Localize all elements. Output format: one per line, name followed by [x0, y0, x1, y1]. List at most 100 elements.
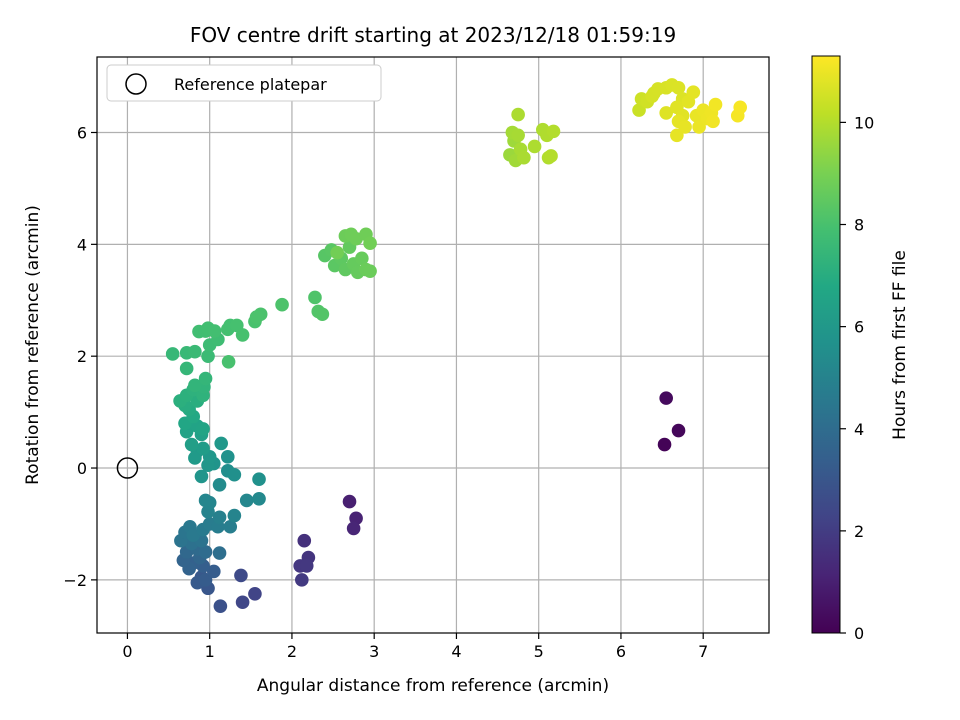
legend-marker-reference — [125, 73, 147, 95]
data-point — [239, 493, 254, 508]
data-point — [511, 107, 525, 122]
data-point — [198, 493, 213, 508]
reference-platepar-marker — [116, 457, 139, 479]
data-point — [308, 290, 322, 305]
data-point — [295, 573, 309, 587]
plot-area-frame — [96, 56, 770, 634]
colorbar: 0 2 4 6 8 10 Hours from first FF file — [811, 55, 910, 643]
data-point — [511, 128, 525, 143]
data-point — [346, 521, 361, 536]
colorbar-tick-label: 0 — [854, 624, 864, 643]
y-tick-label: −2 — [63, 571, 87, 590]
data-point — [234, 568, 248, 583]
data-point — [201, 349, 215, 363]
data-point — [733, 100, 748, 115]
data-point — [659, 106, 673, 120]
data-point — [207, 324, 222, 338]
colorbar-label: Hours from first FF file — [890, 250, 910, 440]
data-point — [198, 371, 213, 386]
colorbar-ticks: 0 2 4 6 8 10 — [840, 113, 874, 643]
data-point — [632, 103, 646, 117]
x-tick-label: 1 — [205, 642, 215, 661]
data-point — [527, 139, 542, 154]
data-point — [223, 519, 238, 534]
colorbar-gradient — [811, 55, 841, 634]
data-point — [248, 587, 262, 601]
data-point — [198, 573, 213, 587]
data-point — [235, 328, 250, 342]
data-point — [297, 533, 312, 548]
data-point — [206, 564, 221, 579]
data-point — [188, 451, 202, 465]
data-point — [708, 97, 723, 112]
colorbar-tick-label: 10 — [854, 113, 874, 132]
y-tick-label: 0 — [77, 459, 87, 478]
data-point — [706, 114, 720, 129]
data-point — [275, 297, 289, 312]
y-axis-label: Rotation from reference (arcmin) — [23, 205, 43, 485]
y-tick-label: 2 — [77, 347, 87, 366]
data-point — [657, 437, 672, 452]
colorbar-tick-label: 2 — [854, 522, 864, 541]
data-point — [213, 599, 228, 613]
data-point — [671, 80, 686, 95]
data-point — [165, 347, 180, 361]
colorbar-tick-label: 4 — [854, 420, 864, 439]
data-point — [678, 120, 692, 134]
data-point — [686, 85, 701, 100]
x-tick-label: 5 — [534, 642, 544, 661]
data-point — [194, 469, 209, 484]
data-point — [517, 150, 531, 165]
legend-box — [106, 64, 382, 102]
data-point — [330, 245, 344, 260]
data-point — [196, 422, 210, 436]
x-tick-label: 7 — [698, 642, 708, 661]
data-point — [220, 450, 235, 464]
data-point — [188, 344, 202, 359]
legend-label-reference: Reference platepar — [174, 75, 327, 94]
y-axis-ticks: −2 0 2 4 6 — [63, 123, 97, 590]
data-point — [692, 120, 706, 134]
x-tick-label: 0 — [122, 642, 132, 661]
data-point — [670, 128, 684, 143]
x-tick-label: 3 — [369, 642, 379, 661]
x-tick-label: 2 — [287, 642, 297, 661]
data-point — [299, 559, 314, 573]
data-point — [659, 391, 673, 405]
data-point — [184, 437, 199, 452]
data-point — [188, 378, 202, 393]
data-point — [235, 595, 250, 610]
data-point — [198, 545, 213, 559]
data-point — [355, 251, 369, 266]
data-point — [212, 546, 227, 560]
data-point — [179, 361, 194, 376]
data-point — [212, 510, 227, 525]
data-point — [252, 491, 266, 506]
data-point — [252, 472, 266, 487]
data-point — [342, 494, 357, 509]
data-point — [363, 236, 377, 251]
data-point — [214, 436, 229, 451]
x-tick-label: 4 — [451, 642, 461, 661]
data-point — [221, 354, 236, 369]
legend: Reference platepar — [106, 64, 382, 102]
y-tick-label: 4 — [77, 235, 87, 254]
data-point — [544, 149, 558, 163]
data-points — [116, 78, 748, 613]
x-tick-label: 6 — [616, 642, 626, 661]
x-axis-ticks: 0 1 2 3 4 5 6 7 — [122, 633, 708, 661]
data-point — [196, 441, 210, 456]
x-axis-label: Angular distance from reference (arcmin) — [257, 676, 609, 696]
data-point — [546, 124, 561, 139]
data-point — [227, 467, 242, 482]
data-point — [315, 307, 330, 322]
data-point — [212, 478, 227, 492]
data-point — [671, 423, 686, 438]
data-point — [249, 310, 264, 324]
chart-title: FOV centre drift starting at 2023/12/18 … — [190, 23, 676, 47]
y-tick-label: 6 — [77, 123, 87, 142]
data-point — [363, 264, 377, 278]
colorbar-tick-label: 6 — [854, 318, 864, 337]
